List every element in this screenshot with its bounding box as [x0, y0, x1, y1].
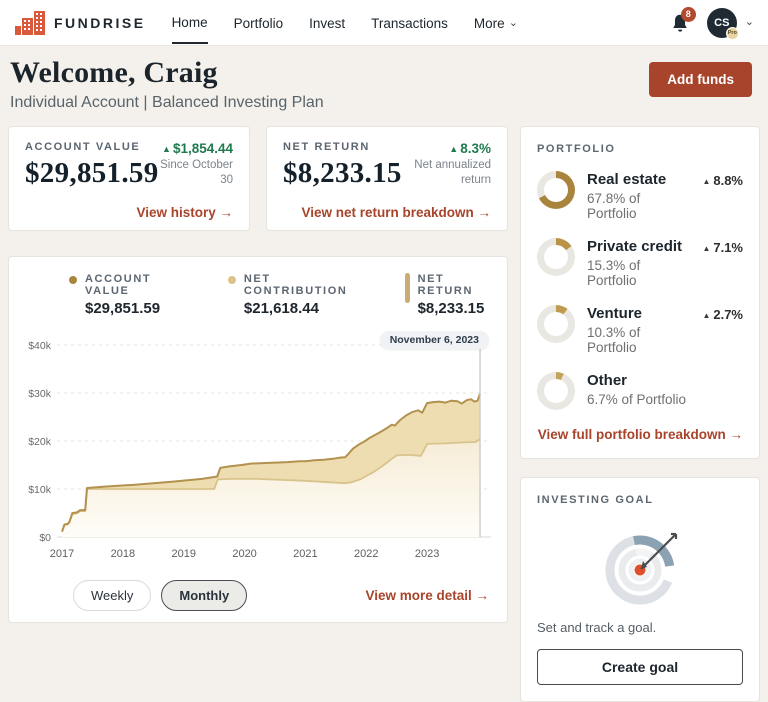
svg-text:2017: 2017	[50, 548, 74, 560]
target-goal-icon	[605, 532, 678, 605]
real-estate-return: ▲ 8.8%	[702, 173, 743, 188]
up-triangle-icon: ▲	[449, 144, 459, 154]
performance-chart-card: ACCOUNT VALUE $29,851.59 NET CONTRIBUTIO…	[8, 256, 508, 623]
nav-item-home[interactable]: Home	[171, 1, 208, 44]
net-return-label: NET RETURN	[283, 141, 370, 153]
investing-goal-label: INVESTING GOAL	[537, 494, 654, 506]
svg-text:2020: 2020	[232, 548, 256, 560]
investing-goal-card: INVESTING GOAL	[520, 477, 760, 702]
brand-name: FUNDRISE	[54, 14, 146, 31]
venture-donut-icon	[537, 305, 575, 343]
legend-net-return: NET RETURN $8,233.15	[404, 273, 495, 317]
nav-item-transactions[interactable]: Transactions	[371, 16, 448, 31]
goal-description: Set and track a goal.	[537, 620, 657, 635]
portfolio-item-venture: Venture 10.3% of Portfolio ▲ 2.7%	[537, 305, 743, 355]
svg-text:2023: 2023	[415, 548, 439, 560]
svg-text:$10k: $10k	[28, 484, 52, 496]
pro-badge: Pro	[725, 26, 739, 40]
performance-chart-svg: $0 $10k $20k $30k $40k 2017 2018 2019 2020 2021 20…	[28, 339, 491, 560]
performance-chart[interactable]: $0 $10k $20k $30k $40k 2017 2018 2019 2020 2021 20…	[21, 331, 495, 576]
interval-toggle: Weekly Monthly	[73, 580, 248, 611]
up-triangle-icon: ▲	[162, 144, 171, 154]
svg-text:$20k: $20k	[28, 436, 52, 448]
chevron-down-icon: ⌄	[744, 16, 754, 28]
portfolio-item-real-estate: Real estate 67.8% of Portfolio ▲ 8.8%	[537, 171, 743, 221]
account-value-swatch	[69, 276, 77, 284]
main-content: ACCOUNT VALUE $29,851.59 ▲ $1,854.44 Sinc…	[0, 118, 768, 702]
notifications-bell[interactable]: 8	[669, 6, 696, 35]
svg-text:2018: 2018	[111, 548, 135, 560]
nav-links: Home Portfolio Invest Transactions More …	[171, 1, 518, 44]
nav-item-invest[interactable]: Invest	[309, 16, 346, 31]
private-credit-return: ▲ 7.1%	[702, 240, 743, 255]
legend-net-contribution: NET CONTRIBUTION $21,618.44	[227, 273, 365, 317]
chart-footer: Weekly Monthly View more detail →	[21, 580, 495, 611]
account-value-delta: ▲ $1,854.44	[162, 141, 233, 156]
legend-account-value: ACCOUNT VALUE $29,851.59	[69, 273, 188, 317]
up-triangle-icon: ▲	[702, 177, 711, 186]
chart-legend: ACCOUNT VALUE $29,851.59 NET CONTRIBUTIO…	[69, 273, 495, 317]
create-goal-button[interactable]: Create goal	[537, 649, 743, 685]
svg-text:2021: 2021	[293, 548, 317, 560]
account-value-amount: $29,851.59	[25, 157, 159, 189]
account-value-label: ACCOUNT VALUE	[25, 141, 141, 153]
up-triangle-icon: ▲	[702, 244, 711, 253]
notification-count-badge: 8	[680, 6, 696, 22]
portfolio-label: PORTFOLIO	[537, 143, 616, 155]
net-return-amount: $8,233.15	[283, 157, 402, 189]
nav-right: 8 CS Pro ⌄	[669, 6, 754, 40]
svg-text:$30k: $30k	[28, 388, 52, 400]
account-menu[interactable]: CS Pro ⌄	[706, 7, 754, 40]
svg-text:2022: 2022	[354, 548, 378, 560]
svg-text:2019: 2019	[171, 548, 195, 560]
nav-item-more[interactable]: More ⌄	[473, 16, 518, 31]
account-value-delta-note: Since October 30	[160, 159, 233, 186]
net-contribution-swatch	[227, 276, 236, 284]
svg-text:$40k: $40k	[28, 340, 52, 352]
net-return-delta: ▲ 8.3%	[449, 141, 491, 156]
page-title: Welcome, Craig	[10, 56, 218, 89]
net-return-delta-note: Net annualized return	[414, 159, 491, 186]
nav-item-portfolio[interactable]: Portfolio	[233, 16, 284, 31]
portfolio-items: Real estate 67.8% of Portfolio ▲ 8.8% Pri…	[537, 171, 743, 410]
monthly-toggle-button[interactable]: Monthly	[161, 580, 248, 611]
portfolio-card: PORTFOLIO Real estate 67.8% of Portfolio…	[520, 126, 760, 459]
chevron-down-icon: ⌄	[508, 17, 518, 29]
left-column: ACCOUNT VALUE $29,851.59 ▲ $1,854.44 Sinc…	[8, 126, 508, 702]
real-estate-donut-icon	[537, 171, 575, 209]
view-net-return-breakdown-link[interactable]: View net return breakdown →	[301, 205, 491, 220]
up-triangle-icon: ▲	[702, 311, 711, 320]
portfolio-item-other: Other 6.7% of Portfolio ▲	[537, 372, 743, 410]
private-credit-donut-icon	[537, 238, 575, 276]
weekly-toggle-button[interactable]: Weekly	[73, 580, 152, 611]
add-funds-button[interactable]: Add funds	[649, 62, 752, 97]
top-nav: FUNDRISE Home Portfolio Invest Transacti…	[0, 0, 768, 46]
portfolio-item-private-credit: Private credit 15.3% of Portfolio ▲ 7.1%	[537, 238, 743, 288]
view-full-portfolio-breakdown-link[interactable]: View full portfolio breakdown →	[537, 427, 743, 442]
fundrise-logo[interactable]: FUNDRISE	[14, 9, 146, 36]
chart-date-tooltip: November 6, 2023	[379, 331, 489, 349]
buildings-icon	[15, 11, 45, 35]
view-history-link[interactable]: View history →	[136, 205, 233, 220]
svg-text:$0: $0	[39, 532, 51, 544]
other-donut-icon	[537, 372, 575, 410]
account-subtitle: Individual Account | Balanced Investing …	[10, 94, 324, 111]
net-return-card: NET RETURN $8,233.15 ▲ 8.3% Net annualize…	[266, 126, 508, 231]
page-header: Welcome, Craig Individual Account | Bala…	[0, 46, 768, 118]
account-value-card: ACCOUNT VALUE $29,851.59 ▲ $1,854.44 Sinc…	[8, 126, 250, 231]
right-column: PORTFOLIO Real estate 67.8% of Portfolio…	[520, 126, 760, 702]
net-return-swatch	[404, 273, 410, 303]
stats-row: ACCOUNT VALUE $29,851.59 ▲ $1,854.44 Sinc…	[8, 126, 508, 231]
venture-return: ▲ 2.7%	[702, 307, 743, 322]
view-more-detail-link[interactable]: View more detail →	[365, 588, 489, 603]
